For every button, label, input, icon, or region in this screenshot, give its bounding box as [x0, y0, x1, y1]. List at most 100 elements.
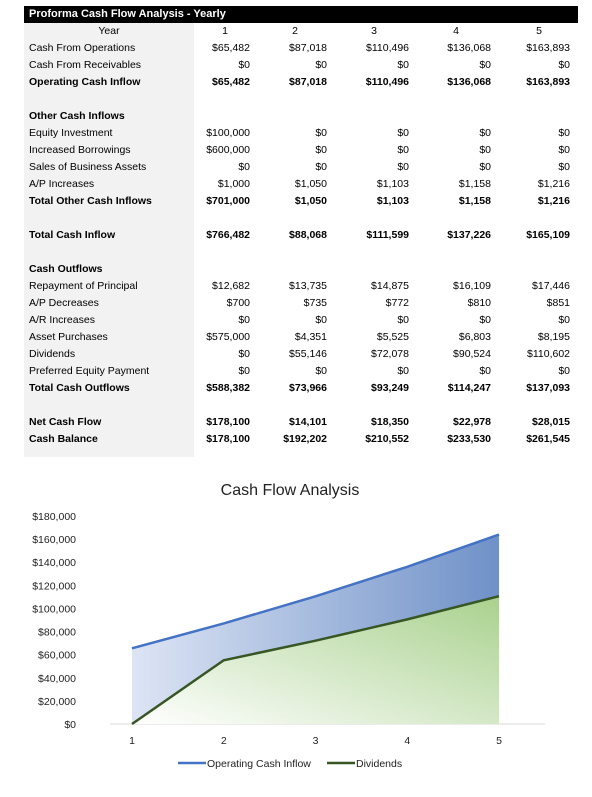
cell-year-5: $28,015 [532, 416, 570, 428]
cell-year-3: $0 [397, 365, 409, 377]
cell-year-5: $110,602 [526, 348, 570, 360]
table-row: Operating Cash Inflow $65,482 $87,018 $110,… [24, 74, 578, 91]
x-tick-label: 2 [221, 735, 227, 747]
row-label: Operating Cash Inflow [29, 76, 141, 88]
table-row: A/P Increases $1,000 $1,050 $1,103 $1,158 $1,… [24, 176, 578, 193]
y-tick-label: $180,000 [32, 511, 76, 523]
cell-year-2: $4,351 [294, 331, 327, 343]
row-label: Total Cash Inflow [29, 229, 116, 241]
cell-year-5: $851 [546, 297, 570, 309]
cell-year-1: $178,100 [206, 433, 250, 445]
row-label: A/P Increases [29, 178, 95, 190]
cell-year-3: $0 [397, 127, 409, 139]
table-row: Cash From Operations $65,482 $87,018 $110,4… [24, 40, 578, 57]
row-label: Equity Investment [29, 127, 113, 139]
table-row [24, 397, 578, 414]
cell-year-4: $810 [467, 297, 491, 309]
cell-year-5: $1,216 [537, 178, 570, 190]
sheet-title: Proforma Cash Flow Analysis - Yearly [29, 8, 226, 20]
table-row: Net Cash Flow $178,100 $14,101 $18,350 $22,9… [24, 414, 578, 431]
cell-year-4: $136,068 [447, 42, 491, 54]
row-label: Dividends [29, 348, 76, 360]
table-row: A/P Decreases $700 $735 $772 $810 $851 [24, 295, 578, 312]
cell-year-1: $100,000 [206, 127, 250, 139]
chart-svg: Cash Flow Analysis $0 $20,000 $40,000 $60,0… [32, 482, 545, 770]
label-column-shading [24, 23, 194, 457]
row-label: Preferred Equity Payment [29, 365, 150, 377]
cell-year-3: $1,103 [376, 195, 409, 207]
cell-year-2: $0 [315, 365, 327, 377]
table-row: A/R Increases $0 $0 $0 $0 $0 [24, 312, 578, 329]
y-tick-label: $40,000 [38, 673, 76, 685]
cell-year-1: $0 [238, 161, 250, 173]
table-row: Cash From Receivables $0 $0 $0 $0 $0 [24, 57, 578, 74]
cell-year-4: $114,247 [447, 382, 491, 394]
cell-year-5: $0 [558, 161, 570, 173]
table-row: Dividends $0 $55,146 $72,078 $90,524 $110,602 [24, 346, 578, 363]
cell-year-4: $0 [479, 59, 491, 71]
legend-dividends-label: Dividends [356, 758, 402, 770]
dividends-area [132, 596, 499, 724]
cell-year-2: $55,146 [289, 348, 327, 360]
table-row: Cash Outflows [24, 261, 578, 278]
cell-year-5: $0 [558, 127, 570, 139]
y-tick-label: $80,000 [38, 627, 76, 639]
cash-flow-chart: Cash Flow Analysis $0 $20,000 $40,000 $60,0… [22, 468, 578, 786]
cell-year-4: $0 [479, 144, 491, 156]
cell-year-3: $210,552 [365, 433, 409, 445]
y-tick-label: $160,000 [32, 534, 76, 546]
row-label: Cash Outflows [29, 263, 103, 275]
cell-year-4: $6,803 [458, 331, 491, 343]
cell-year-2: $0 [315, 144, 327, 156]
x-tick-label: 3 [313, 735, 319, 747]
cell-year-1: $65,482 [212, 42, 250, 54]
table-row: Sales of Business Assets $0 $0 $0 $0 $0 [24, 159, 578, 176]
table-row [24, 210, 578, 227]
table-row: Other Cash Inflows [24, 108, 578, 125]
cell-year-5: $137,093 [526, 382, 570, 394]
cell-year-4: $0 [479, 365, 491, 377]
x-tick-label: 4 [404, 735, 410, 747]
row-label: Repayment of Principal [29, 280, 138, 292]
cell-year-2: $735 [303, 297, 327, 309]
cell-year-3: $0 [397, 314, 409, 326]
y-tick-label: $60,000 [38, 650, 76, 662]
cell-year-2: $192,202 [283, 433, 327, 445]
dividends-line [131, 594, 500, 726]
cell-year-5: $165,109 [526, 229, 570, 241]
cell-year-5: $0 [558, 59, 570, 71]
row-label: A/R Increases [29, 314, 95, 326]
cell-year-1: 1 [222, 25, 228, 37]
table-row: Cash Balance $178,100 $192,202 $210,552 $233… [24, 431, 578, 448]
cell-year-3: $110,496 [365, 42, 409, 54]
x-axis-ticks: 1 2 3 4 5 [129, 735, 502, 747]
legend-operating-cash-inflow-label: Operating Cash Inflow [207, 758, 311, 770]
cell-year-2: $88,068 [289, 229, 327, 241]
y-tick-label: $100,000 [32, 603, 76, 615]
cell-year-5: $163,893 [526, 76, 570, 88]
y-tick-label: $20,000 [38, 696, 76, 708]
cell-year-2: $87,018 [289, 76, 327, 88]
row-label: Increased Borrowings [29, 144, 131, 156]
cell-year-4: $16,109 [453, 280, 491, 292]
row-label: Sales of Business Assets [29, 161, 147, 173]
cell-year-2: $14,101 [289, 416, 327, 428]
row-label: Cash Balance [29, 433, 98, 445]
table-row [24, 91, 578, 108]
cell-year-1: $0 [238, 59, 250, 71]
cell-year-3: $111,599 [366, 229, 409, 241]
cell-year-1: $588,382 [206, 382, 250, 394]
y-tick-label: $140,000 [32, 557, 76, 569]
cell-year-5: $1,216 [537, 195, 570, 207]
table-row: Increased Borrowings $600,000 $0 $0 $0 $0 [24, 142, 578, 159]
row-label: Cash From Operations [29, 42, 136, 54]
cell-year-1: $766,482 [206, 229, 250, 241]
cell-year-2: 2 [292, 25, 298, 37]
cell-year-4: $22,978 [453, 416, 491, 428]
table-row: Total Cash Inflow $766,482 $88,068 $111,599… [24, 227, 578, 244]
cell-year-3: $14,875 [371, 280, 409, 292]
chart-title: Cash Flow Analysis [221, 482, 360, 499]
cell-year-2: $73,966 [289, 382, 327, 394]
row-label: Total Other Cash Inflows [29, 195, 152, 207]
cell-year-1: $700 [226, 297, 250, 309]
